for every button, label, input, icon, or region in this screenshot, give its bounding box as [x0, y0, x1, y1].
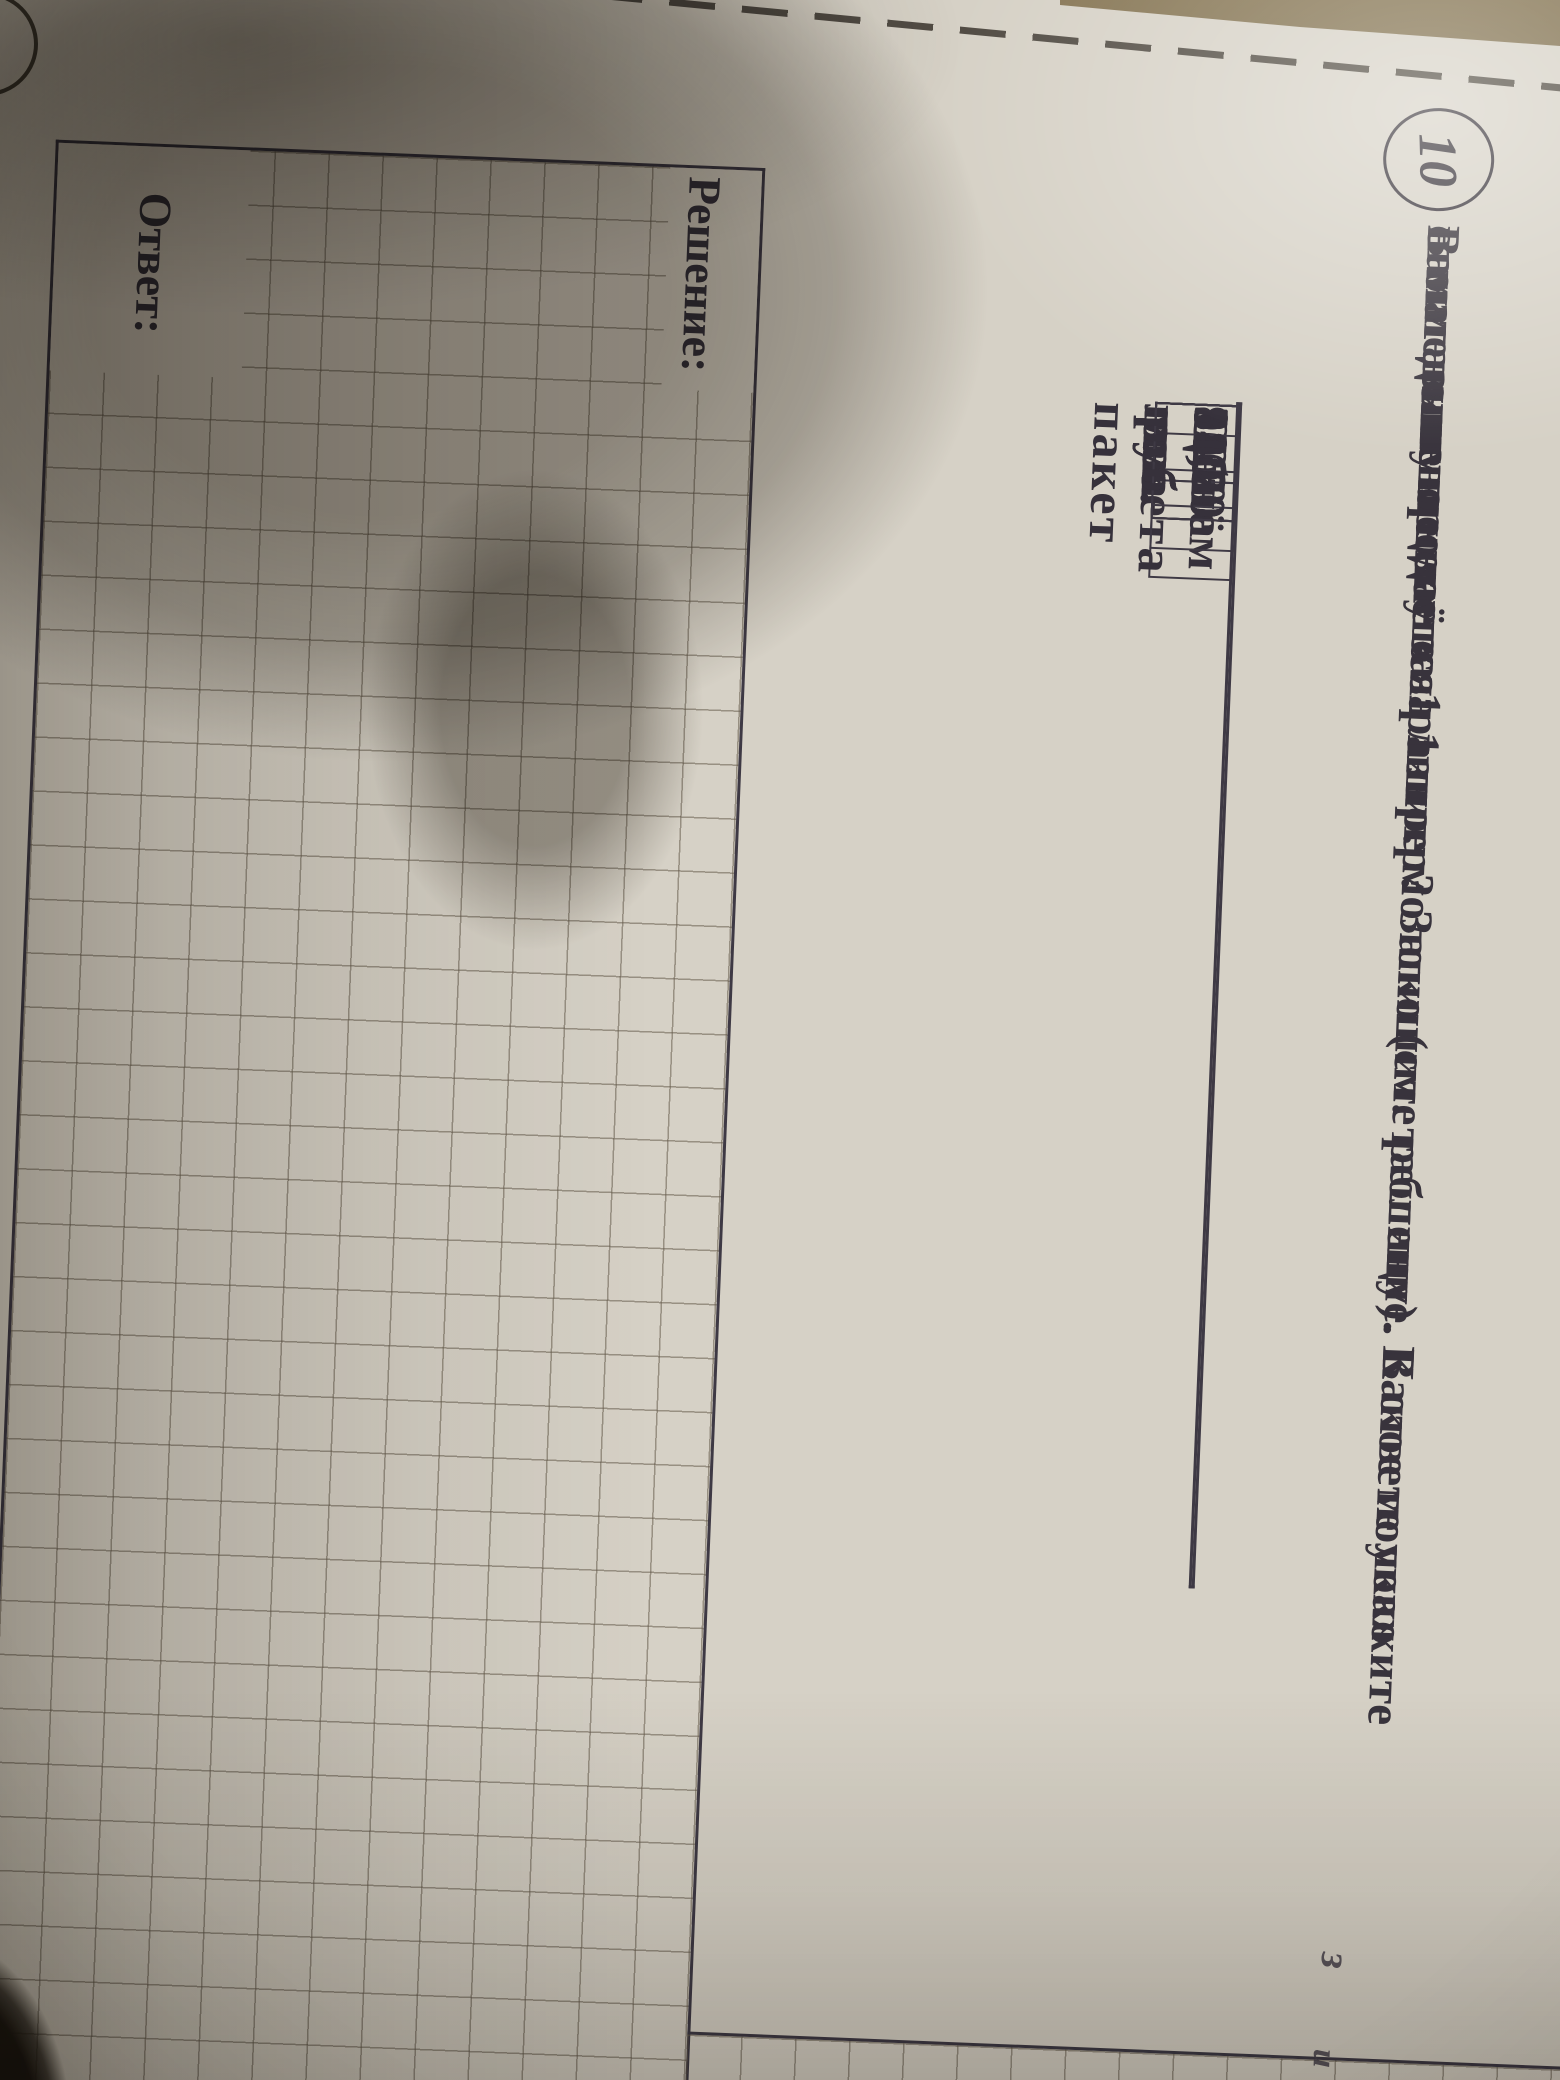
answer-label-area: Ответ:: [49, 142, 251, 379]
answer-label: Ответ:: [125, 191, 182, 336]
margin-grid-field: [677, 2034, 1560, 2080]
problem-text: В магазине продаётся разное молоко (см. …: [1357, 224, 1477, 1991]
solution-label-area: Решение:: [661, 167, 763, 393]
problem-number-circle: 10: [1381, 105, 1497, 214]
solution-label: Решение:: [672, 175, 731, 374]
dashed-cut-line: [0, 0, 1560, 101]
dark-table-corner: [0, 1880, 110, 2080]
price-cell: 81,20 руб.: [1130, 401, 1240, 522]
solution-grid-box: Решение: Ответ:: [0, 139, 766, 2080]
handwriting-mark: и: [1305, 2048, 1344, 2069]
problem-number: 10: [1407, 131, 1470, 188]
handwriting-mark: з: [1311, 1951, 1359, 1970]
problem-text-line: наименьшую цену за 1 литр.: [1392, 224, 1470, 847]
milk-price-table: Объём пакета Цена за пакет 1/2 л 32,00 р…: [1078, 401, 1243, 1589]
